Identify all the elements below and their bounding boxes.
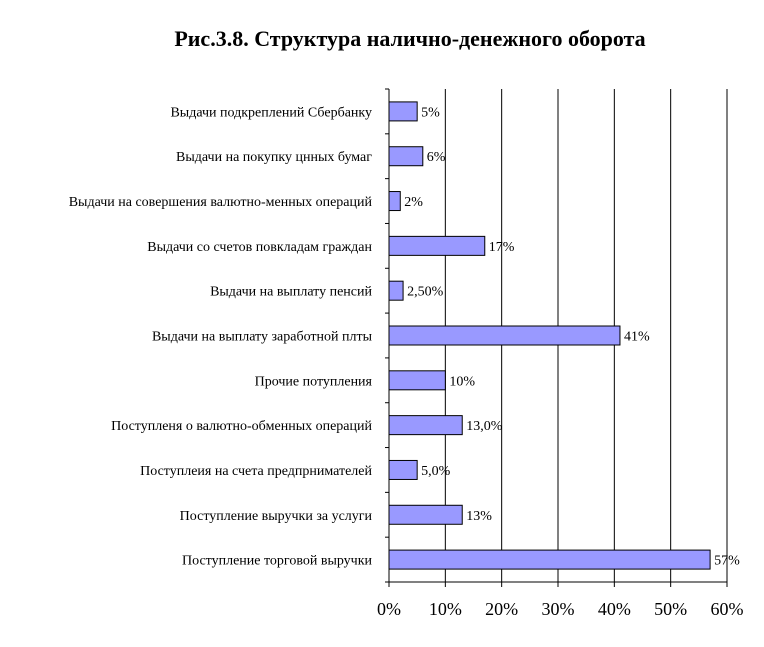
x-tick-label: 20% [485, 599, 518, 619]
x-tick-label: 50% [654, 599, 687, 619]
bar [388, 370, 446, 391]
data-label: 13% [466, 509, 492, 524]
data-label: 2,50% [407, 285, 444, 300]
bar [388, 504, 463, 525]
data-label: 2% [404, 195, 423, 210]
bar [388, 101, 418, 122]
x-tick-label: 0% [377, 599, 401, 619]
category-label: Выдачи на покупку цнных бумаг [176, 150, 372, 165]
bar [388, 235, 486, 256]
bar [388, 146, 424, 167]
category-label: Прочие потупления [255, 374, 373, 389]
x-tick-label: 30% [542, 599, 575, 619]
category-label: Выдачи подкреплений Сбербанку [170, 105, 372, 120]
x-tick-label: 10% [429, 599, 462, 619]
category-label: Поступлеия на счета предпрнимателей [140, 464, 372, 479]
bar [388, 459, 418, 480]
data-label: 5% [421, 105, 440, 120]
bar [388, 549, 711, 570]
category-label: Поступление торговой выручки [182, 554, 373, 569]
category-label: Выдачи на выплату заработной плты [152, 330, 373, 345]
x-tick-label: 60% [711, 599, 744, 619]
category-label: Выдачи со счетов повкладам граждан [147, 240, 372, 255]
data-label: 5,0% [421, 464, 451, 479]
data-label: 41% [624, 330, 650, 345]
bar [388, 415, 463, 436]
chart-title: Рис.3.8. Структура налично-денежного обо… [174, 26, 646, 51]
category-label: Выдачи на выплату пенсий [210, 285, 372, 300]
data-label: 6% [427, 150, 446, 165]
bar [388, 280, 404, 301]
data-label: 17% [489, 240, 515, 255]
bar [388, 325, 621, 346]
category-label: Поступленя о валютно-обменных операций [111, 419, 372, 434]
data-label: 10% [449, 374, 475, 389]
data-label: 57% [714, 554, 740, 569]
bar [388, 191, 401, 212]
x-tick-label: 40% [598, 599, 631, 619]
data-label: 13,0% [466, 419, 503, 434]
category-label: Выдачи на совершения валютно-менных опер… [69, 195, 373, 210]
category-label: Поступление выручки за услуги [180, 509, 373, 524]
